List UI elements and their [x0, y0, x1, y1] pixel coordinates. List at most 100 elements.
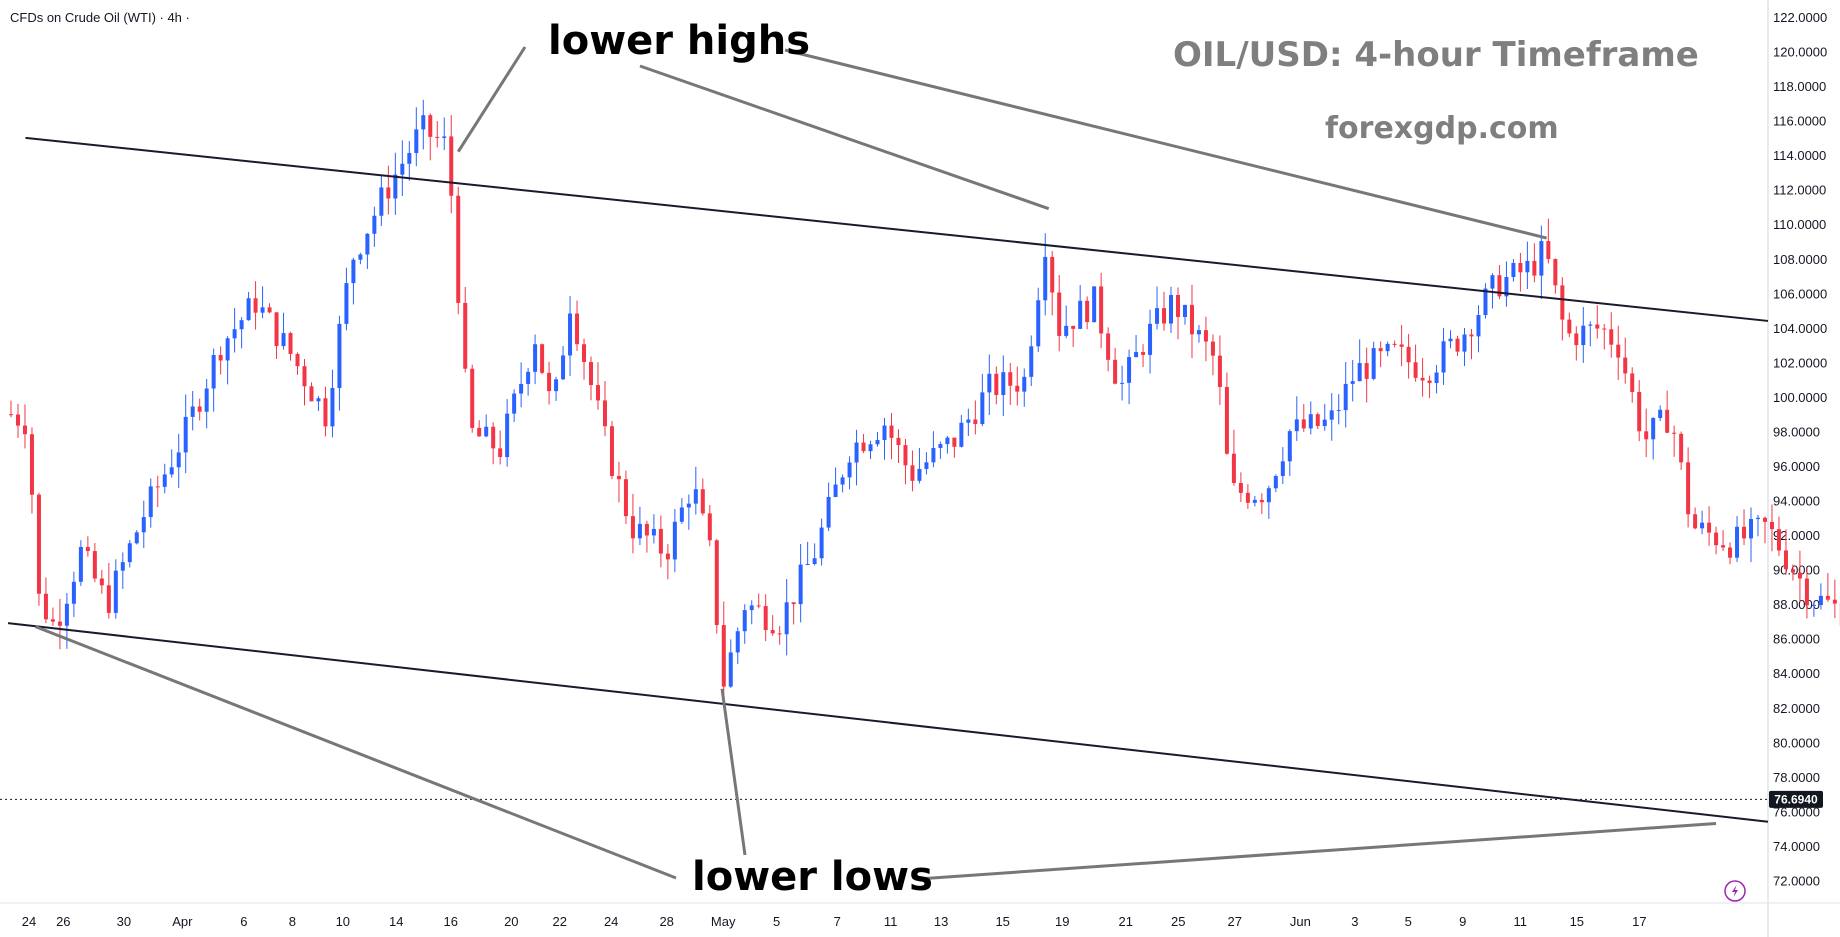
candle-body [1113, 359, 1118, 384]
candle-body [428, 115, 433, 137]
candle-body [64, 603, 69, 626]
candle-body [756, 605, 761, 607]
candle-body [1259, 499, 1264, 503]
candle-body [1825, 595, 1830, 600]
lower-high-arrow [784, 48, 1547, 240]
candle-body [372, 215, 377, 234]
price-tick-label: 92.0000 [1773, 528, 1820, 543]
candle-body [1735, 526, 1740, 558]
candle-body [994, 373, 999, 395]
lower-high-arrow [456, 46, 527, 153]
candle-body [1182, 304, 1187, 317]
candle-body [1546, 241, 1551, 260]
candle-body [148, 486, 153, 518]
time-tick-label: 30 [117, 914, 131, 929]
candle-body [1280, 461, 1285, 477]
candle-body [561, 355, 566, 380]
candle-body [1120, 382, 1125, 384]
time-tick-label: 17 [1632, 914, 1646, 929]
candle-body [288, 333, 293, 354]
candle-body [1252, 499, 1257, 503]
price-tick-label: 96.0000 [1773, 459, 1820, 474]
candle-body [358, 254, 363, 260]
candle-body [589, 362, 594, 386]
candle-body [721, 625, 726, 687]
candle-body [470, 368, 475, 428]
candle-body [547, 372, 552, 392]
candle-body [1343, 383, 1348, 411]
candle-body [1769, 521, 1774, 530]
candle-body [1141, 352, 1146, 355]
support-trendline[interactable] [7, 622, 1769, 823]
candle-body [1811, 605, 1816, 607]
candle-body [1462, 334, 1467, 352]
candle-body [854, 442, 859, 463]
candle-body [1266, 488, 1271, 503]
time-tick-label: 5 [1405, 914, 1412, 929]
candle-body [1043, 256, 1048, 301]
candle-body [414, 129, 419, 154]
price-tick-label: 114.0000 [1773, 148, 1826, 163]
candle-body [1364, 363, 1369, 379]
candle-body [1015, 385, 1020, 392]
candle-body [295, 353, 300, 367]
candle-body [763, 606, 768, 631]
candle-body [1148, 323, 1153, 355]
candle-body [1308, 414, 1313, 429]
candle-body [931, 447, 936, 463]
candle-body [22, 425, 27, 435]
time-tick-label: 13 [934, 914, 948, 929]
candle-body [1686, 462, 1691, 515]
lightning-icon[interactable] [1724, 880, 1746, 902]
candle-body [1679, 433, 1684, 463]
candle-body [1162, 308, 1167, 324]
candle-body [609, 426, 614, 476]
candle-body [463, 302, 468, 369]
time-tick-label: 11 [884, 914, 898, 929]
candle-body [190, 406, 195, 417]
candle-body [36, 494, 41, 594]
resistance-trendline[interactable] [25, 136, 1769, 322]
price-tick-label: 104.0000 [1773, 321, 1827, 336]
price-tick-label: 102.0000 [1773, 355, 1827, 370]
time-tick-label: 5 [773, 914, 780, 929]
time-axis[interactable]: 24 26 30 Apr 6 8 10 14 16 20 22 24 28 May 5 7 11 13 15 19 21… [0, 902, 1840, 929]
time-tick-label: 19 [1055, 914, 1069, 929]
candle-body [477, 427, 482, 437]
time-tick-label: 16 [444, 914, 458, 929]
candle-body [1714, 532, 1719, 546]
candle-body [1350, 381, 1355, 384]
symbol-label: CFDs on Crude Oil (WTI) · 4h · [10, 10, 190, 25]
lower-low-arrow [34, 625, 677, 880]
candle-body [456, 195, 461, 303]
time-tick-label: 3 [1351, 914, 1358, 929]
candle-body [973, 419, 978, 425]
candle-body [889, 425, 894, 438]
candle-body [1175, 295, 1180, 317]
annotation-arrows [34, 46, 1717, 881]
candle-body [1399, 344, 1404, 347]
candle-body [987, 373, 992, 393]
time-tick-label: Apr [172, 914, 193, 929]
candle-body [176, 452, 181, 468]
candle-body [1616, 344, 1621, 358]
candle-body [1651, 418, 1656, 440]
price-tick-label: 86.0000 [1773, 632, 1820, 647]
candle-body [1287, 431, 1292, 462]
candle-body [1525, 260, 1530, 273]
price-axis[interactable]: 72.0000 74.0000 76.0000 78.0000 80.0000 82.00… [1767, 0, 1827, 937]
candle-body [106, 585, 111, 613]
candle-body [1036, 300, 1041, 347]
price-tick-label: 98.0000 [1773, 424, 1820, 439]
candle-body [379, 187, 384, 216]
last-price-value: 76.6940 [1774, 792, 1818, 806]
time-tick-label: 25 [1171, 914, 1185, 929]
candle-body [1231, 453, 1236, 483]
candle-body [791, 602, 796, 605]
candle-body [1294, 419, 1299, 432]
candle-body [323, 398, 328, 427]
candle-body [484, 426, 489, 437]
candle-body [407, 153, 412, 164]
candle-body [1322, 419, 1327, 426]
